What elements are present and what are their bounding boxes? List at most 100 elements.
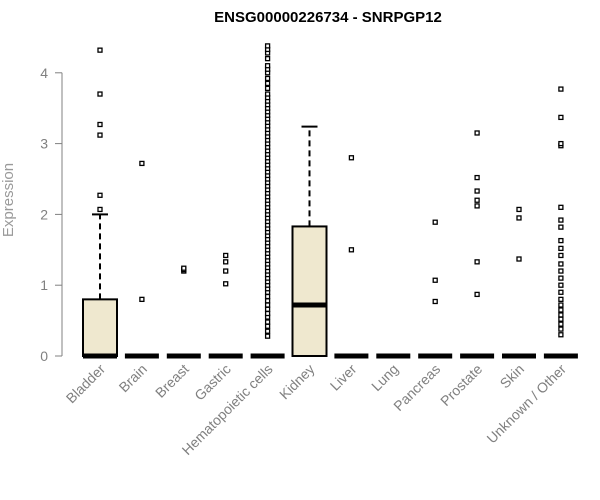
outlier-point	[558, 237, 564, 244]
outlier-point	[264, 91, 271, 97]
y-tick-label: 3	[40, 136, 48, 152]
outlier-point	[264, 306, 271, 312]
outlier-point	[139, 160, 145, 167]
box-group	[291, 125, 328, 357]
outlier-point	[558, 289, 564, 295]
outlier-point	[516, 256, 522, 262]
outlier-point	[264, 55, 271, 62]
outlier-point	[558, 307, 564, 313]
y-axis-label: Expression	[0, 163, 17, 237]
outlier-point	[264, 328, 271, 334]
outlier-point	[558, 86, 564, 92]
outlier-point	[558, 217, 564, 223]
outlier-point	[97, 121, 103, 128]
outlier-point	[558, 312, 564, 318]
outlier-point	[264, 302, 271, 308]
y-axis: 0 1 2 3 4	[40, 65, 63, 364]
outlier-point	[558, 114, 564, 121]
outlier-point	[264, 85, 271, 92]
y-tick-label: 4	[40, 65, 48, 81]
outlier-point	[558, 332, 564, 338]
outlier-point	[264, 310, 271, 317]
outlier-point	[223, 281, 229, 287]
outlier-point	[264, 43, 271, 49]
outlier-point	[558, 140, 564, 147]
box	[82, 298, 118, 357]
outlier-point	[474, 197, 480, 203]
outlier-point	[97, 132, 103, 138]
x-tick-label: Brain	[116, 361, 150, 395]
outlier-point	[264, 293, 271, 300]
outlier-point	[97, 192, 103, 198]
x-tick-label: Skin	[497, 361, 528, 392]
outlier-point	[558, 316, 564, 322]
outlier-point	[181, 265, 187, 271]
x-tick-label: Bladder	[63, 361, 109, 407]
outlier-point	[558, 282, 564, 288]
outlier-point	[348, 247, 355, 253]
outlier-point	[558, 245, 564, 252]
box-group	[82, 47, 118, 359]
outlier-point	[474, 203, 480, 209]
outlier-point	[474, 188, 480, 194]
x-tick-label: Prostate	[437, 361, 485, 409]
x-tick-label: Breast	[152, 361, 192, 401]
box-group	[418, 219, 453, 359]
outlier-point	[97, 47, 103, 53]
x-tick-label: Unknown / Other	[483, 361, 569, 447]
outlier-point	[97, 91, 103, 97]
outlier-point	[264, 75, 271, 82]
outlier-point	[139, 296, 145, 303]
outlier-point	[223, 252, 229, 259]
outlier-point	[97, 206, 103, 213]
outlier-point	[474, 291, 480, 298]
outlier-point	[348, 155, 355, 161]
outlier-point	[558, 321, 564, 327]
outlier-point	[558, 252, 564, 259]
outlier-point	[558, 261, 564, 267]
outlier-point	[558, 275, 564, 281]
outlier-point	[558, 326, 564, 332]
box-group	[250, 43, 285, 359]
outlier-point	[558, 268, 564, 274]
outlier-point	[432, 298, 438, 305]
outlier-point	[223, 259, 229, 265]
chart-title: ENSG00000226734 - SNRPGP12	[214, 9, 442, 26]
x-tick-label: Lung	[368, 361, 401, 394]
y-tick-label: 0	[40, 348, 48, 364]
outlier-point	[264, 63, 271, 69]
outlier-point	[264, 80, 271, 87]
outlier-point	[264, 319, 271, 325]
box-group	[124, 160, 159, 359]
outlier-point	[558, 302, 564, 308]
boxes	[82, 43, 578, 359]
outlier-point	[264, 298, 271, 304]
box-group	[543, 86, 578, 359]
outlier-point	[223, 268, 229, 274]
box	[291, 225, 328, 357]
outlier-point	[264, 323, 271, 329]
y-tick-label: 2	[40, 206, 48, 222]
outlier-point	[558, 296, 564, 303]
outlier-point	[264, 333, 271, 339]
box-group	[334, 155, 369, 359]
outlier-point	[516, 206, 522, 213]
box-group	[502, 206, 536, 359]
outlier-point	[474, 259, 480, 265]
outlier-point	[474, 130, 480, 136]
outlier-point	[432, 219, 438, 225]
outlier-point	[432, 277, 438, 283]
x-tick-label: Kidney	[276, 361, 318, 403]
box-group	[208, 252, 243, 359]
y-tick-label: 1	[40, 277, 48, 293]
outlier-point	[474, 174, 480, 181]
x-tick-label: Pancreas	[390, 361, 443, 414]
outlier-point	[516, 215, 522, 221]
box-group	[166, 265, 201, 359]
box-group	[460, 130, 495, 359]
outlier-point	[558, 224, 564, 230]
x-tick-label: Liver	[327, 361, 360, 394]
outlier-point	[558, 204, 564, 210]
